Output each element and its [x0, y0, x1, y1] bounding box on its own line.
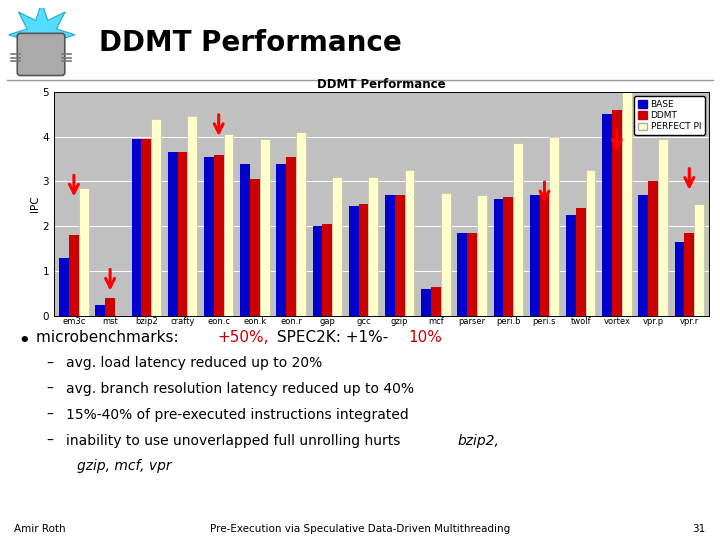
Bar	[323, 224, 332, 316]
Text: 10%: 10%	[408, 330, 442, 346]
Bar	[566, 215, 576, 316]
Bar	[224, 134, 233, 316]
Bar	[385, 195, 395, 316]
Bar	[96, 305, 105, 316]
Text: –: –	[47, 356, 54, 370]
Text: SPEC2K: +1%-: SPEC2K: +1%-	[272, 330, 388, 346]
Bar	[639, 195, 648, 316]
Text: Amir Roth: Amir Roth	[14, 523, 66, 534]
Bar	[405, 170, 415, 316]
Bar	[349, 206, 359, 316]
Text: 15%-40% of pre-executed instructions integrated: 15%-40% of pre-executed instructions int…	[66, 408, 409, 422]
FancyBboxPatch shape	[17, 33, 65, 76]
Bar	[494, 199, 503, 316]
Bar	[549, 137, 559, 316]
Bar	[296, 132, 306, 316]
Bar	[675, 242, 685, 316]
Bar	[141, 139, 151, 316]
Bar	[576, 208, 585, 316]
Bar	[431, 287, 441, 316]
Bar	[151, 119, 161, 316]
Bar	[178, 152, 187, 316]
Polygon shape	[9, 3, 75, 67]
Bar	[395, 195, 405, 316]
Bar	[694, 204, 704, 316]
Bar	[214, 154, 224, 316]
Text: 31: 31	[693, 523, 706, 534]
Bar	[105, 298, 115, 316]
Text: DDMT Performance: DDMT Performance	[99, 29, 402, 57]
Bar	[260, 139, 269, 316]
Text: •: •	[18, 332, 30, 350]
Text: gzip, mcf, vpr: gzip, mcf, vpr	[77, 459, 171, 473]
Bar	[467, 233, 477, 316]
Bar	[59, 258, 69, 316]
Bar	[250, 179, 260, 316]
Bar	[287, 157, 296, 316]
Bar	[276, 164, 287, 316]
Bar	[359, 204, 369, 316]
Bar	[441, 193, 451, 316]
Bar	[477, 195, 487, 316]
Bar	[622, 92, 631, 316]
Bar	[513, 143, 523, 316]
Bar	[539, 193, 549, 316]
Bar	[187, 117, 197, 316]
Text: bzip2,: bzip2,	[457, 434, 499, 448]
Bar	[78, 188, 89, 316]
Text: –: –	[47, 408, 54, 422]
Text: microbenchmarks:: microbenchmarks:	[36, 330, 184, 346]
Bar	[132, 139, 141, 316]
Bar	[457, 233, 467, 316]
Bar	[69, 235, 78, 316]
Bar	[530, 195, 539, 316]
Bar	[332, 177, 342, 316]
Title: DDMT Performance: DDMT Performance	[318, 78, 446, 91]
Text: +50%,: +50%,	[217, 330, 269, 346]
Bar	[658, 139, 667, 316]
Bar	[612, 110, 622, 316]
Bar	[421, 289, 431, 316]
Bar	[585, 170, 595, 316]
Bar	[240, 164, 250, 316]
Text: inability to use unoverlapped full unrolling hurts: inability to use unoverlapped full unrol…	[66, 434, 405, 448]
Y-axis label: IPC: IPC	[30, 195, 40, 212]
Text: avg. branch resolution latency reduced up to 40%: avg. branch resolution latency reduced u…	[66, 382, 414, 396]
Bar	[204, 157, 214, 316]
Bar	[648, 181, 658, 316]
Text: –: –	[47, 382, 54, 396]
Legend: BASE, DDMT, PERFECT PI: BASE, DDMT, PERFECT PI	[634, 96, 705, 135]
Text: Pre-Execution via Speculative Data-Driven Multithreading: Pre-Execution via Speculative Data-Drive…	[210, 523, 510, 534]
Text: avg. load latency reduced up to 20%: avg. load latency reduced up to 20%	[66, 356, 323, 370]
Bar	[369, 177, 378, 316]
Bar	[168, 152, 178, 316]
Bar	[602, 114, 612, 316]
Bar	[312, 226, 323, 316]
Bar	[503, 197, 513, 316]
Text: –: –	[47, 434, 54, 448]
Bar	[685, 233, 694, 316]
